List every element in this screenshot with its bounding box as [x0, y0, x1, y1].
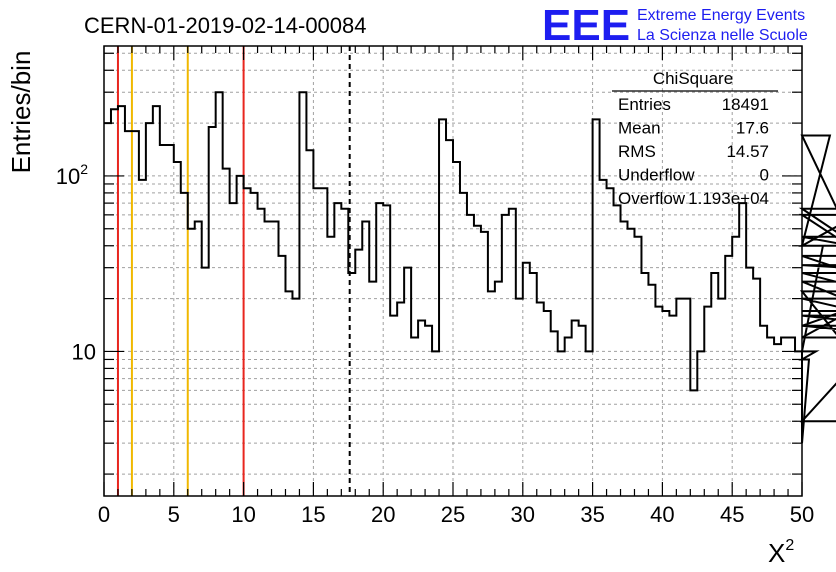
- stats-box: ChiSquare Entries 18491 Mean 17.6 RMS 14.57 Und…: [612, 69, 778, 208]
- stats-value: 0: [760, 166, 769, 185]
- x-tick-label: 50: [790, 502, 814, 527]
- x-tick-label: 20: [371, 502, 395, 527]
- stats-value: 18491: [722, 95, 769, 114]
- stats-label: Mean: [618, 119, 661, 138]
- stats-label: Underflow: [618, 166, 695, 185]
- logo-line-1: Extreme Energy Events: [637, 7, 805, 24]
- y-tick-labels: 10 102: [56, 161, 96, 364]
- x-axis-title: X2: [768, 537, 794, 568]
- axis-ticks: [103, 46, 803, 496]
- x-tick-label: 0: [98, 502, 110, 527]
- logo-eee-text: EEE: [542, 1, 630, 50]
- x-tick-label: 5: [168, 502, 180, 527]
- eee-logo: EEE Extreme Energy Events La Scienza nel…: [542, 1, 808, 50]
- chart-title: CERN-01-2019-02-14-00084: [84, 13, 367, 38]
- grid: [104, 46, 802, 496]
- stats-value: 14.57: [726, 142, 769, 161]
- stats-label: Entries: [618, 95, 671, 114]
- logo-line-2: La Scienza nelle Scuole: [637, 27, 808, 44]
- x-tick-label: 30: [511, 502, 535, 527]
- histogram-line: [104, 91, 836, 444]
- threshold-lines: [116, 46, 351, 496]
- stats-box-title: ChiSquare: [653, 69, 733, 88]
- x-tick-label: 40: [650, 502, 674, 527]
- x-tick-label: 15: [301, 502, 325, 527]
- x-tick-label: 45: [720, 502, 744, 527]
- x-tick-label: 10: [231, 502, 255, 527]
- y-tick-label: 10: [72, 339, 96, 364]
- x-tick-label: 25: [441, 502, 465, 527]
- x-tick-labels: 0 5 10 15 20 25 30 35 40 45 50: [98, 502, 814, 527]
- stats-label: RMS: [618, 142, 656, 161]
- stats-label: Overflow: [618, 189, 686, 208]
- y-tick-label: 102: [56, 161, 88, 189]
- y-axis-title: Entries/bin: [6, 51, 36, 174]
- x-tick-label: 35: [580, 502, 604, 527]
- stats-value: 17.6: [736, 119, 769, 138]
- stats-value: 1.193e+04: [688, 189, 769, 208]
